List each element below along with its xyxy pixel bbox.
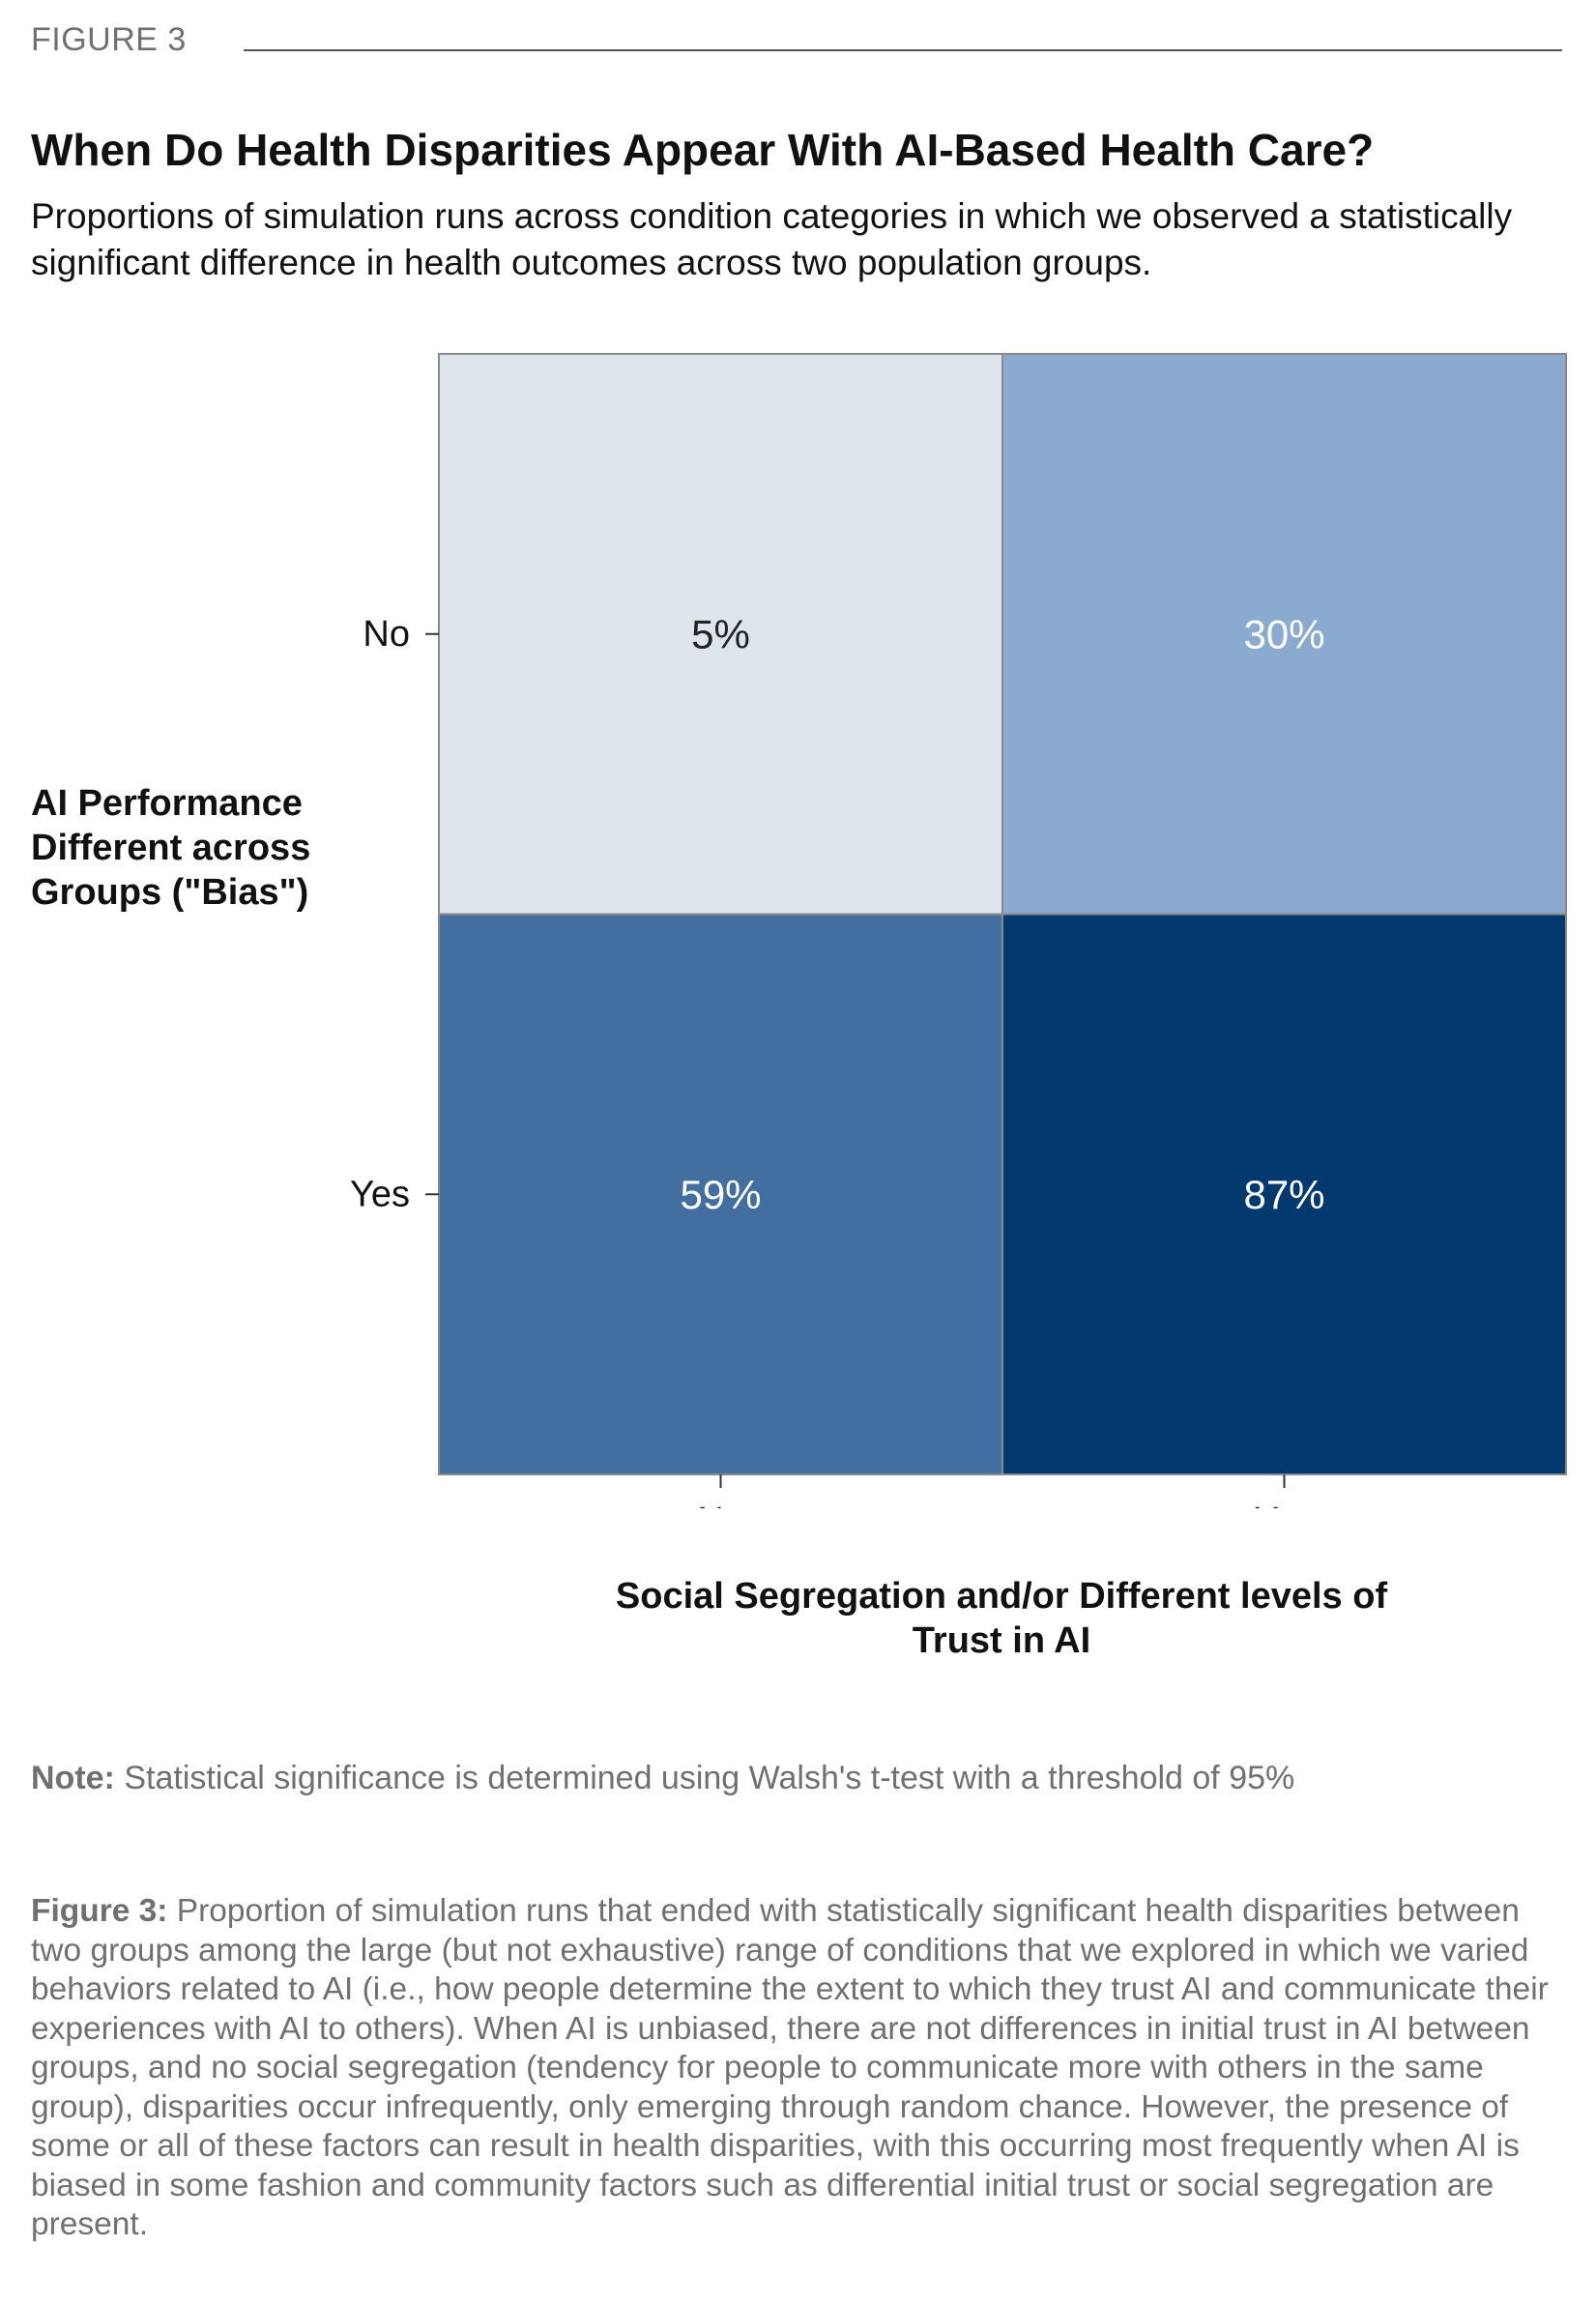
- cell-value-label: 5%: [691, 611, 750, 656]
- x-tick-label: Yes: [1255, 1501, 1315, 1508]
- x-axis-label: Social Segregation and/or Different leve…: [615, 1576, 1388, 1661]
- y-tick-label: No: [363, 614, 410, 655]
- heatmap-cell-no-yes: [1001, 353, 1567, 916]
- note-text: Statistical significance is determined u…: [114, 1760, 1295, 1796]
- y-axis-label: AI Performance Different across Groups (…: [31, 783, 311, 913]
- y-tick-label: Yes: [350, 1174, 410, 1214]
- figure-title: When Do Health Disparities Appear With A…: [31, 125, 1375, 175]
- figure-header-rule: [244, 49, 1562, 51]
- cell-value-label: 87%: [1243, 1172, 1324, 1217]
- figure-subtitle: Proportions of simulation runs across co…: [31, 196, 1513, 282]
- caption-label: Figure 3:: [31, 1893, 168, 1929]
- caption-text: Proportion of simulation runs that ended…: [31, 1893, 1549, 2242]
- cell-value-label: 30%: [1243, 611, 1324, 656]
- heatmap-cell-no-no: [438, 353, 1003, 916]
- x-tick-label: No: [697, 1501, 744, 1508]
- note: Note: Statistical significance is determ…: [31, 1760, 1568, 1797]
- cell-value-label: 59%: [680, 1172, 761, 1217]
- figure-caption: Figure 3: Proportion of simulation runs …: [31, 1892, 1574, 2245]
- heatmap-chart: 5% 30% 59% 87% No Yes No Yes: [350, 353, 1567, 1508]
- figure-label: FIGURE 3: [31, 21, 187, 58]
- heatmap-cell-yes-yes: [1001, 913, 1567, 1475]
- note-label: Note:: [31, 1760, 115, 1796]
